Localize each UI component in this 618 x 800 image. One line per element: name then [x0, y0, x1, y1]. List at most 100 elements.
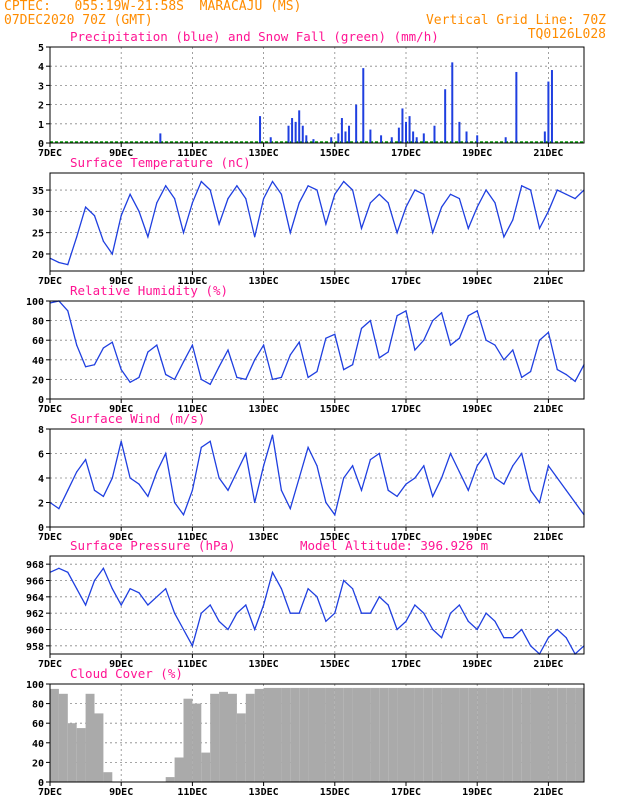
cloud-bar: [299, 687, 309, 782]
data-point: [423, 612, 425, 614]
data-point: [387, 489, 389, 491]
data-point: [512, 637, 514, 639]
precip-bar: [337, 133, 340, 143]
data-point: [405, 620, 407, 622]
data-point: [209, 604, 211, 606]
data-point: [85, 366, 87, 368]
data-point: [396, 628, 398, 631]
data-point: [209, 383, 211, 385]
precip-bar: [340, 118, 343, 143]
precip-bar: [397, 127, 400, 143]
data-point: [503, 637, 505, 639]
data-point: [405, 483, 407, 485]
panel-precip: 0 1 2 3 4 5 7DEC 9DEC 11DEC 13DEC 15DEC 17DEC 19DEC 2…: [38, 43, 585, 159]
data-point: [414, 349, 416, 351]
data-point: [280, 376, 282, 379]
data-point: [414, 477, 416, 479]
cloud-bar: [352, 687, 362, 782]
data-point: [271, 180, 274, 183]
y-tick-label: 1: [38, 120, 44, 131]
data-point: [111, 477, 113, 479]
data-point: [476, 465, 478, 467]
x-tick-label: 19DEC: [462, 276, 492, 287]
cloud-bar: [477, 687, 487, 782]
precip-bar: [415, 137, 418, 143]
x-tick-label: 7DEC: [38, 404, 62, 415]
y-tick-label: 958: [26, 642, 44, 653]
data-point: [369, 459, 371, 461]
cloud-bar: [50, 688, 59, 782]
data-point: [494, 344, 496, 346]
data-point: [521, 628, 523, 631]
precip-bar: [422, 133, 425, 143]
data-point: [369, 612, 371, 614]
data-point: [245, 197, 247, 200]
data-point: [423, 193, 425, 195]
cloud-bar: [432, 687, 442, 782]
x-tick-label: 17DEC: [391, 276, 421, 287]
data-point: [236, 471, 238, 473]
data-point: [227, 628, 229, 631]
cloud-bar: [530, 687, 540, 782]
data-point: [547, 331, 550, 333]
x-tick-label: 15DEC: [320, 404, 350, 415]
y-tick-label: 100: [26, 680, 44, 691]
header-grid-line: Vertical Grid Line: 70Z: [425, 13, 606, 28]
data-point: [449, 612, 452, 614]
data-point: [360, 612, 363, 614]
precip-bar: [405, 121, 407, 143]
data-point: [174, 612, 176, 614]
data-point: [263, 344, 265, 346]
data-point: [289, 508, 291, 510]
x-tick-label: 21DEC: [533, 787, 563, 798]
x-tick-label: 21DEC: [533, 532, 563, 543]
data-point: [405, 310, 407, 312]
data-point: [254, 359, 256, 361]
data-point: [334, 612, 336, 614]
x-tick-label: 9DEC: [109, 659, 133, 670]
y-tick-label: 20: [32, 250, 44, 261]
x-tick-label: 9DEC: [109, 276, 133, 287]
cloud-bar: [58, 693, 68, 782]
precip-bar: [344, 131, 347, 143]
data-point: [352, 364, 354, 366]
data-point: [67, 264, 69, 266]
data-point: [102, 240, 104, 242]
data-point: [521, 185, 523, 187]
precip-bar: [291, 118, 294, 143]
x-tick-label: 13DEC: [249, 659, 279, 670]
data-point: [165, 588, 167, 590]
data-point: [102, 347, 104, 349]
panel-frame: [49, 172, 585, 272]
x-tick-label: 7DEC: [38, 532, 62, 543]
data-point: [530, 489, 532, 491]
cloud-bar: [379, 687, 389, 782]
y-tick-label: 80: [32, 700, 44, 711]
data-point: [200, 446, 202, 448]
data-point: [556, 628, 558, 631]
cloud-bar: [361, 687, 371, 782]
data-point: [530, 645, 532, 647]
data-point: [449, 344, 452, 346]
data-point: [432, 628, 434, 631]
data-point: [85, 459, 87, 461]
panel-frame: [49, 300, 585, 400]
data-point: [165, 185, 167, 187]
precip-bar: [433, 125, 436, 143]
cloud-bar: [566, 687, 576, 782]
cloud-bar: [281, 687, 291, 782]
x-tick-label: 21DEC: [533, 276, 563, 287]
data-point: [174, 501, 176, 504]
x-tick-label: 7DEC: [38, 659, 62, 670]
x-tick-label: 15DEC: [320, 659, 350, 670]
panel-frame: [49, 555, 585, 655]
data-point: [102, 495, 104, 497]
cloud-bar: [486, 687, 495, 782]
data-point: [378, 193, 380, 195]
data-point: [298, 477, 300, 479]
x-tick-label: 7DEC: [38, 148, 62, 159]
data-point: [245, 452, 247, 455]
data-point: [85, 206, 87, 208]
precip-bar: [543, 131, 546, 143]
data-point: [449, 193, 452, 195]
